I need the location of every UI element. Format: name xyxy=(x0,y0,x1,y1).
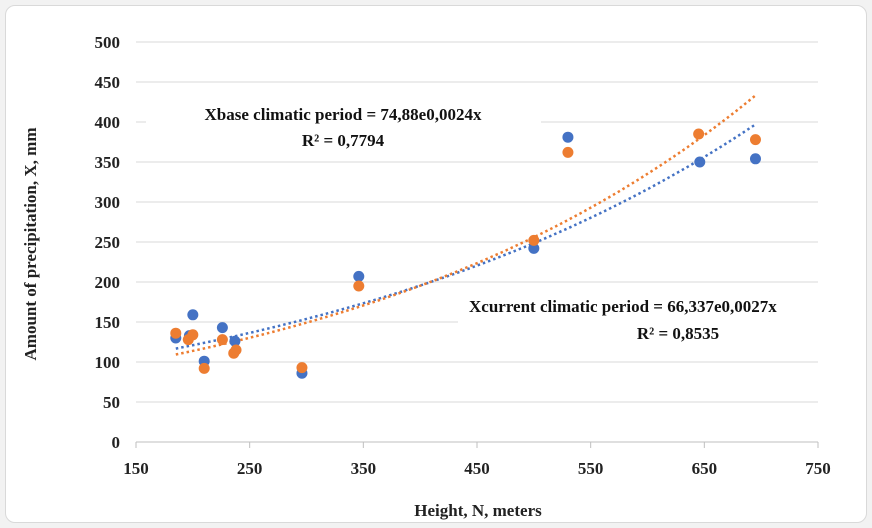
data-point-series-2 xyxy=(216,334,228,346)
current-equation: Xcurrent climatic period = 66,337e0,0027… xyxy=(469,297,777,316)
y-tick-label: 0 xyxy=(112,433,121,452)
data-point-series-2 xyxy=(187,329,199,341)
x-tick-label: 550 xyxy=(578,459,604,478)
scatter-chart: 0 50 100 150 200 250 300 350 400 450 500 150 250 350 4… xyxy=(21,33,866,520)
y-axis-title: Amount of precipitation, X, mm xyxy=(21,128,40,361)
x-tick-label: 250 xyxy=(237,459,263,478)
data-point-series-1 xyxy=(562,131,574,143)
data-point-series-1 xyxy=(749,153,761,165)
data-point-series-1 xyxy=(528,242,540,254)
trendline-series-1 xyxy=(175,123,757,350)
tick-labels: 0 50 100 150 200 250 300 350 400 450 500 150 250 350 4… xyxy=(95,33,831,478)
x-axis-title: Height, N, meters xyxy=(414,501,542,520)
x-tick-label: 150 xyxy=(123,459,149,478)
y-tick-label: 100 xyxy=(95,353,121,372)
data-point-series-2 xyxy=(230,344,242,356)
x-tick-label: 350 xyxy=(351,459,377,478)
y-tick-label: 400 xyxy=(95,113,121,132)
data-points xyxy=(170,128,761,379)
x-tick-label: 750 xyxy=(805,459,831,478)
data-point-series-2 xyxy=(198,362,210,374)
data-point-series-2 xyxy=(749,134,761,146)
x-tick-label: 650 xyxy=(692,459,718,478)
x-tick-label: 450 xyxy=(464,459,490,478)
y-tick-label: 250 xyxy=(95,233,121,252)
data-point-series-2 xyxy=(296,362,308,374)
y-tick-label: 50 xyxy=(103,393,120,412)
data-point-series-2 xyxy=(170,327,182,339)
base-r-squared: R² = 0,7794 xyxy=(302,131,385,150)
data-point-series-2 xyxy=(528,234,540,246)
trendlines xyxy=(175,94,757,356)
y-tick-label: 150 xyxy=(95,313,121,332)
current-equation-annotation: Xcurrent climatic period = 66,337e0,0027… xyxy=(458,292,866,350)
base-equation: Xbase climatic period = 74,88e0,0024x xyxy=(205,105,482,124)
base-equation-annotation: Xbase climatic period = 74,88e0,0024x R²… xyxy=(146,100,541,156)
y-tick-label: 300 xyxy=(95,193,121,212)
data-point-series-1 xyxy=(353,270,365,282)
data-point-series-1 xyxy=(694,156,706,168)
data-point-series-2 xyxy=(353,280,365,292)
y-tick-label: 450 xyxy=(95,73,121,92)
data-point-series-1 xyxy=(229,335,241,347)
chart-card: 0 50 100 150 200 250 300 350 400 450 500 150 250 350 4… xyxy=(5,5,867,523)
y-tick-label: 350 xyxy=(95,153,121,172)
current-r-squared: R² = 0,8535 xyxy=(637,324,719,343)
y-tick-label: 200 xyxy=(95,273,121,292)
data-point-series-1 xyxy=(187,309,199,321)
y-tick-label: 500 xyxy=(95,33,121,52)
data-point-series-1 xyxy=(216,322,228,334)
data-point-series-2 xyxy=(693,128,705,140)
gridlines xyxy=(136,41,818,403)
trendline-series-2 xyxy=(175,94,757,356)
data-point-series-2 xyxy=(562,146,574,158)
axes xyxy=(135,441,819,448)
